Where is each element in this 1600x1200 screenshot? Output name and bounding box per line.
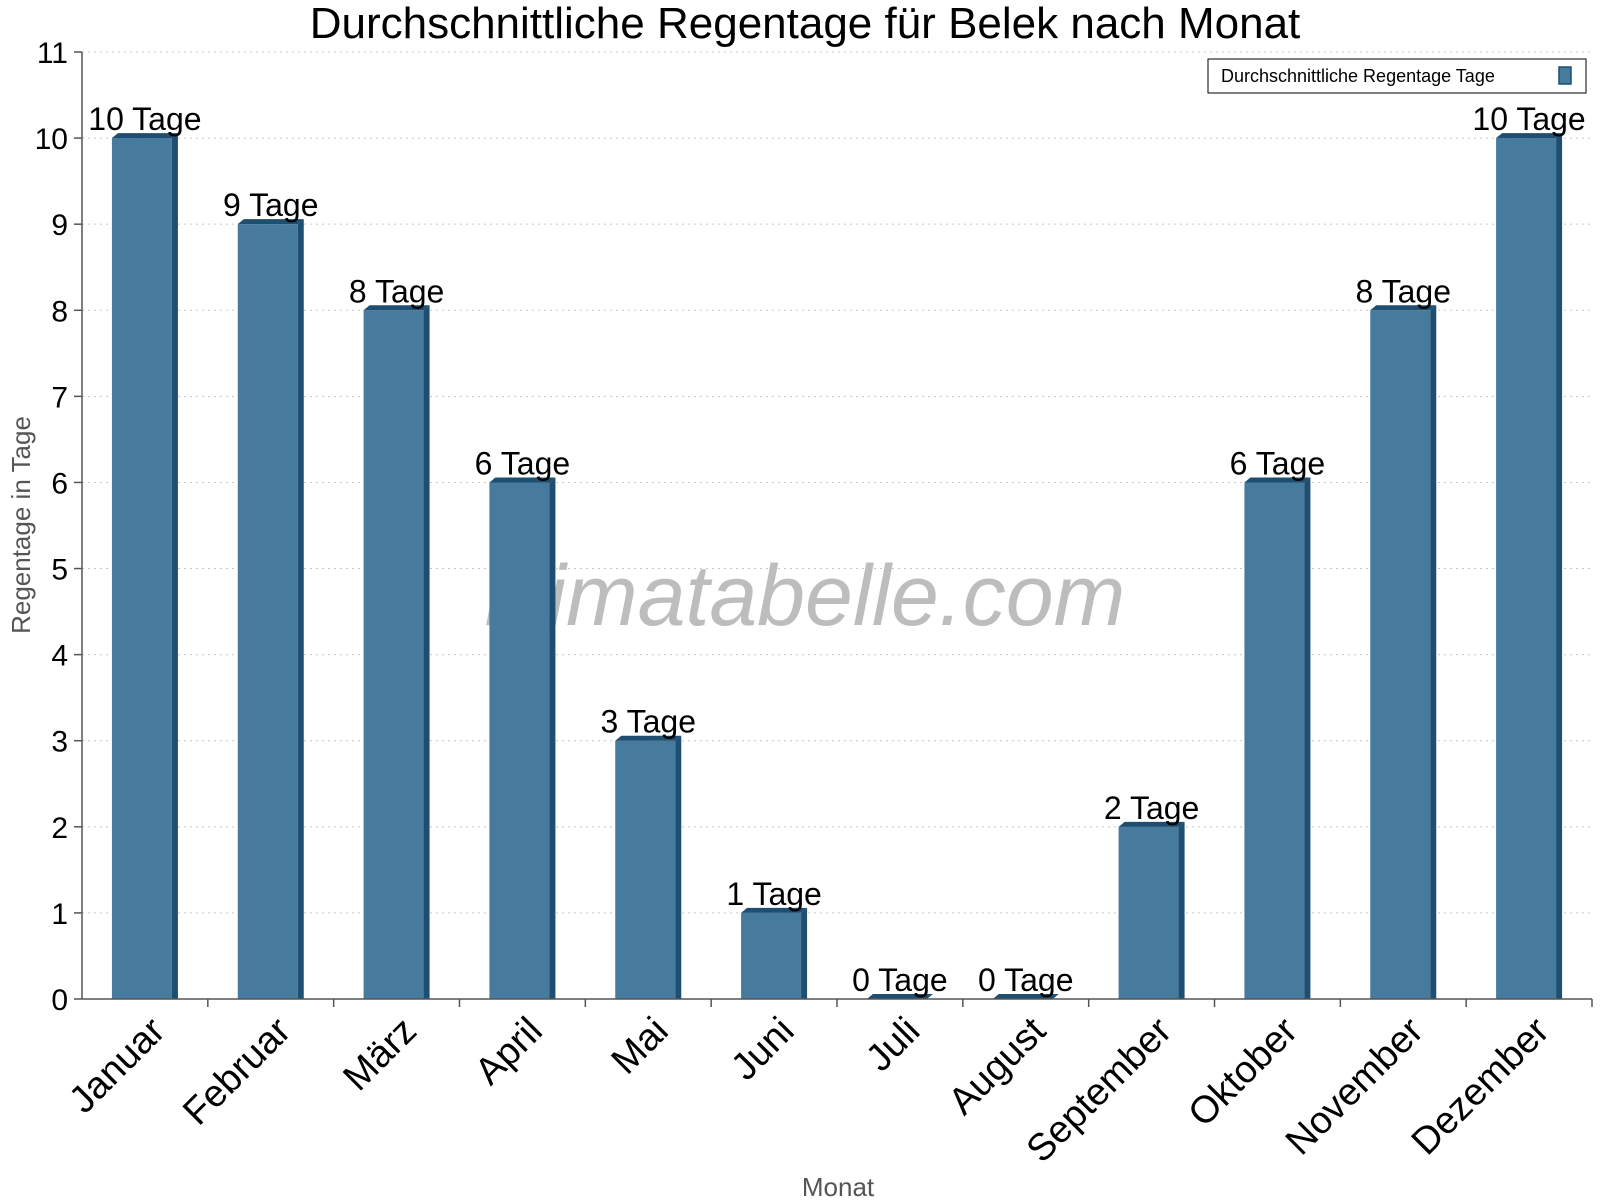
bar-top (1370, 305, 1437, 311)
y-tick-label: 9 (51, 209, 68, 242)
data-label: 1 Tage (726, 876, 822, 912)
data-label: 8 Tage (1356, 273, 1452, 309)
x-tick-label: August (941, 1009, 1055, 1123)
x-tick-label: November (1278, 1009, 1432, 1163)
x-axis-label: Monat (802, 1172, 875, 1200)
data-label: 10 Tage (1472, 101, 1585, 137)
bar-face (489, 482, 550, 999)
legend-label: Durchschnittliche Regentage Tage (1221, 66, 1495, 86)
bar-side (1178, 821, 1185, 999)
data-label: 3 Tage (601, 704, 697, 740)
bar-side (171, 133, 178, 999)
y-axis-ticks: 0 1 2 3 4 5 6 7 8 9 10 11 (35, 37, 82, 1017)
bar (1244, 477, 1311, 999)
bar-side (549, 477, 556, 999)
x-tick-label: Juni (723, 1010, 802, 1089)
bar-side (1304, 477, 1311, 999)
bar (1118, 821, 1185, 999)
data-label: 2 Tage (1104, 790, 1200, 826)
bar (237, 219, 304, 999)
grid-lines (82, 51, 1592, 914)
x-tick-label: Dezember (1404, 1009, 1558, 1163)
x-tick-label: April (467, 1010, 550, 1093)
legend-swatch (1558, 66, 1572, 85)
bar-face (363, 310, 424, 1000)
bar-face (1244, 482, 1305, 999)
x-tick-label: Juli (858, 1010, 928, 1080)
bar-top (615, 735, 682, 741)
x-tick-label: Mai (604, 1010, 677, 1083)
y-tick-label: 1 (51, 898, 68, 931)
x-tick-label: Oktober (1181, 1009, 1307, 1135)
bar-side (1556, 133, 1563, 999)
bar-face (111, 138, 172, 999)
bars (111, 133, 1563, 1000)
y-tick-label: 8 (51, 295, 68, 328)
bar-top (1118, 821, 1185, 827)
chart-title: Durchschnittliche Regentage für Belek na… (310, 0, 1301, 48)
data-label: 9 Tage (223, 187, 319, 223)
bar (992, 994, 1059, 999)
bar-top (866, 994, 933, 999)
bar-top (1496, 133, 1563, 139)
bar-face (741, 912, 802, 999)
bar-top (489, 477, 556, 483)
bar-side (675, 735, 682, 999)
bar-top (741, 907, 808, 913)
bar-side (1430, 305, 1437, 1000)
data-label: 0 Tage (852, 962, 948, 998)
bar-face (1496, 138, 1557, 999)
data-label: 10 Tage (88, 101, 201, 137)
data-label: 0 Tage (978, 962, 1074, 998)
data-labels: 10 Tage 9 Tage 8 Tage 6 Tage 3 Tage 1 Tage 0 T… (88, 101, 1585, 998)
bar (489, 477, 556, 999)
x-axis-ticks: Januar Februar März April Mai Juni Juli AugustS… (61, 999, 1593, 1171)
y-tick-label: 2 (51, 812, 68, 845)
x-tick-label: Januar (61, 1009, 173, 1121)
data-label: 6 Tage (1230, 445, 1326, 481)
bar-face (615, 740, 676, 999)
y-axis-label: Regentage in Tage (6, 416, 36, 634)
y-tick-label: 0 (51, 984, 68, 1017)
bar (866, 994, 933, 999)
y-tick-label: 6 (51, 467, 68, 500)
y-tick-label: 4 (51, 640, 68, 673)
bar (1496, 133, 1563, 999)
bar-top (992, 994, 1059, 999)
bar-side (423, 305, 430, 1000)
y-tick-label: 5 (51, 554, 68, 587)
bar-top (363, 305, 430, 311)
y-tick-label: 3 (51, 726, 68, 759)
x-tick-label: März (336, 1010, 425, 1099)
y-tick-label: 7 (51, 381, 68, 414)
bar (363, 305, 430, 1000)
y-tick-label: 10 (35, 123, 68, 156)
x-tick-label: Februar (175, 1009, 299, 1133)
y-tick-label: 11 (37, 37, 68, 70)
bar-face (237, 224, 298, 999)
bar (615, 735, 682, 999)
bar-face (1370, 310, 1431, 1000)
legend: Durchschnittliche Regentage Tage (1207, 58, 1587, 94)
data-label: 8 Tage (349, 273, 445, 309)
watermark: klimatabelle.com (485, 548, 1125, 644)
bar-top (1244, 477, 1311, 483)
bar-side (801, 907, 808, 999)
bar-face (1118, 826, 1179, 999)
bar (111, 133, 178, 999)
legend-box (1207, 58, 1587, 94)
data-label: 6 Tage (475, 445, 571, 481)
bar (1370, 305, 1437, 1000)
bar (741, 907, 808, 999)
bar-top (111, 133, 178, 139)
bar-side (297, 219, 304, 999)
bar-top (237, 219, 304, 225)
